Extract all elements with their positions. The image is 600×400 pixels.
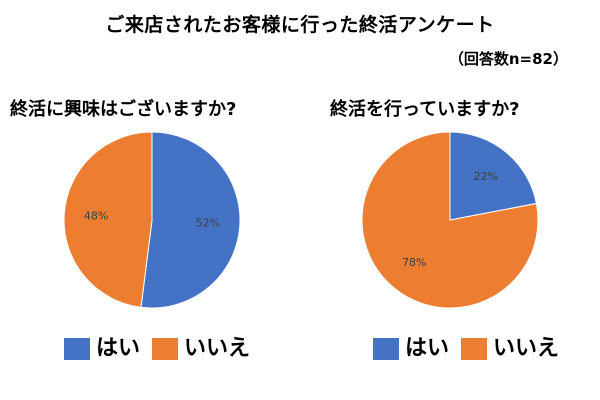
legend-label-yes: はい: [405, 336, 450, 361]
chart-title-interest: 終活に興味はございますか?: [10, 99, 237, 120]
legend-label-no: いいえ: [493, 336, 560, 361]
pie-chart-interest: 52% 48%: [63, 131, 241, 309]
legend-swatch-yes: [64, 338, 90, 360]
pie-slice-yes: [140, 131, 241, 309]
respondent-count: （回答数n=82）: [448, 50, 568, 68]
pie-slice-no: [63, 131, 153, 308]
legend-item-yes: はい: [64, 338, 140, 360]
pie-label-yes: 22%: [473, 170, 497, 183]
legend-swatch-no: [152, 338, 179, 360]
pie-label-no: 78%: [402, 256, 426, 269]
pie-label-yes: 52%: [196, 217, 220, 230]
legend-label-yes: はい: [96, 336, 141, 361]
legend-label-no: いいえ: [184, 336, 251, 361]
pie-label-no: 48%: [84, 209, 108, 222]
legend-item-no: いいえ: [152, 338, 250, 360]
legend-item-no: いいえ: [461, 338, 559, 360]
pie-slice-yes: [449, 131, 538, 221]
legend-interest: はい いいえ: [64, 338, 262, 360]
legend-doing: はい いいえ: [373, 338, 571, 360]
chart-title-doing: 終活を行っていますか?: [330, 99, 520, 120]
legend-item-yes: はい: [373, 338, 449, 360]
pie-chart-doing: 22% 78%: [361, 131, 539, 309]
legend-swatch-no: [461, 338, 488, 360]
pie-slice-no: [361, 131, 539, 309]
legend-swatch-yes: [373, 338, 399, 360]
page-title: ご来店されたお客様に行った終活アンケート: [105, 14, 495, 36]
